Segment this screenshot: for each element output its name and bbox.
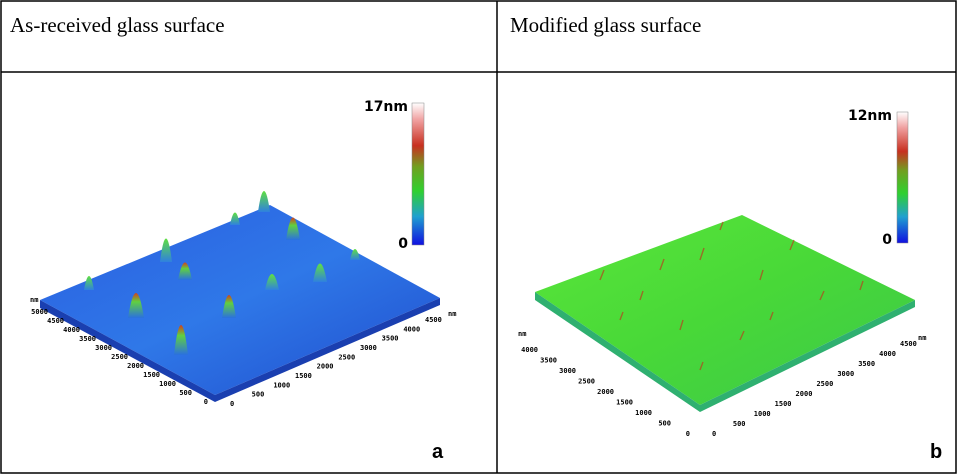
axis-unit: nm <box>30 296 38 304</box>
axis-tick-label: 4000 <box>403 325 420 333</box>
axis-tick-label: 1000 <box>273 381 290 389</box>
panel-label: b <box>930 441 942 463</box>
panel-label: a <box>432 441 444 463</box>
axis-tick-label: 2500 <box>816 380 833 388</box>
axis-tick-label: 500 <box>733 420 746 428</box>
axis-unit: nm <box>918 334 926 342</box>
header: Modified glass surface <box>510 13 701 37</box>
axis-tick-label: 2500 <box>111 353 128 361</box>
axis-tick-label: 0 <box>712 430 716 438</box>
axis-tick-label: 2000 <box>317 363 334 371</box>
axis-tick-label: 3500 <box>79 335 96 343</box>
axis-tick-label: 3500 <box>540 357 557 365</box>
surface-edge <box>535 292 700 412</box>
axis-tick-label: 500 <box>658 420 671 428</box>
axis-tick-label: 3500 <box>858 360 875 368</box>
axis-tick-label: 0 <box>204 398 208 406</box>
colorbar-min: 0 <box>398 236 408 252</box>
axis-tick-label: 4500 <box>425 316 442 324</box>
axis-tick-label: 2500 <box>578 378 595 386</box>
axis-tick-label: 4500 <box>47 317 64 325</box>
colorbar-max: 17nm <box>364 99 408 115</box>
axis-tick-label: 3000 <box>95 344 112 352</box>
axis-unit: nm <box>448 310 456 318</box>
axis-tick-label: 4000 <box>521 346 538 354</box>
axis-tick-label: 5000 <box>31 308 48 316</box>
axis-tick-label: 1000 <box>635 409 652 417</box>
axis-tick-label: 2000 <box>796 390 813 398</box>
axis-tick-label: 500 <box>179 389 192 397</box>
axis-tick-label: 4000 <box>63 326 80 334</box>
axis-tick-label: 3000 <box>559 367 576 375</box>
surface-edge <box>215 298 440 402</box>
axis-tick-label: 2500 <box>338 353 355 361</box>
axis-tick-label: 2000 <box>597 388 614 396</box>
axis-tick-label: 500 <box>252 391 265 399</box>
axis-tick-label: 1500 <box>143 371 160 379</box>
colorbar <box>411 102 425 246</box>
axis-tick-label: 2000 <box>127 362 144 370</box>
colorbar-min: 0 <box>882 232 892 248</box>
surface-texture <box>599 221 864 371</box>
axis-tick-label: 0 <box>230 400 234 408</box>
surface-edge <box>40 300 215 402</box>
axis-tick-label: 3500 <box>382 335 399 343</box>
axis-tick-label: 4000 <box>879 350 896 358</box>
colorbar <box>896 111 909 244</box>
axis-tick-label: 1500 <box>775 400 792 408</box>
axis-tick-label: 3000 <box>360 344 377 352</box>
axis-tick-label: 4500 <box>900 340 917 348</box>
colorbar-max: 12nm <box>848 108 892 124</box>
axis-tick-label: 1000 <box>159 380 176 388</box>
axis-tick-label: 1000 <box>754 410 771 418</box>
axis-tick-label: 1500 <box>295 372 312 380</box>
surface-plot <box>40 205 440 395</box>
axis-unit: nm <box>518 330 526 338</box>
header: As-received glass surface <box>10 13 225 37</box>
surface-peaks <box>84 191 360 355</box>
surface-plot <box>535 215 915 405</box>
axis-tick-label: 3000 <box>837 370 854 378</box>
axis-tick-label: 0 <box>686 430 690 438</box>
axis-tick-label: 1500 <box>616 399 633 407</box>
surface-edge <box>700 300 915 412</box>
